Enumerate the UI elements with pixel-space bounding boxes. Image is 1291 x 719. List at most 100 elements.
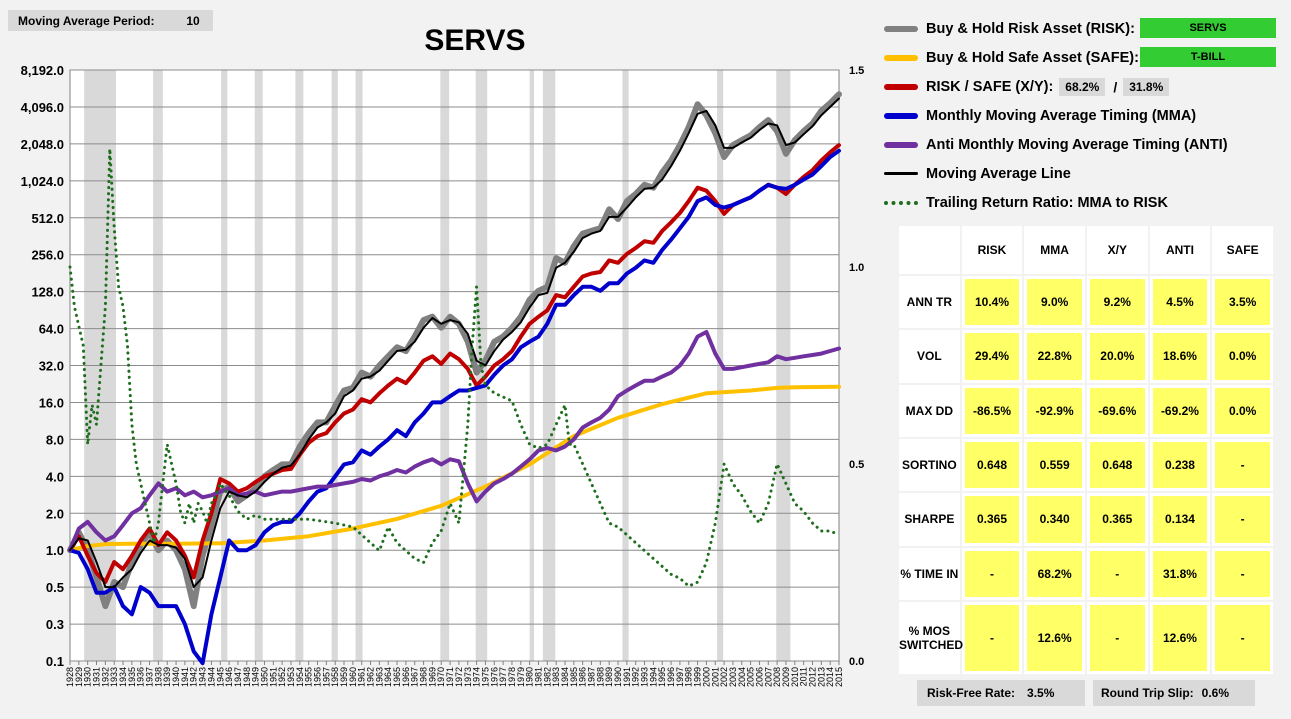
series-line — [68, 330, 841, 553]
slip-value[interactable]: 0.6% — [1201, 686, 1230, 700]
legend-item-mma: Monthly Moving Average Timing (MMA) — [884, 101, 1284, 130]
y-tick-label: 4.0 — [46, 469, 64, 484]
period-value[interactable]: 10 — [186, 13, 200, 28]
x-tick-label: 2013 — [816, 667, 826, 687]
legend-mma-label: Monthly Moving Average Timing (MMA) — [926, 107, 1197, 124]
y-tick-label: 256.0 — [31, 248, 64, 263]
y-tick-label: 32.0 — [39, 359, 64, 374]
y-tick-label: 1,024.0 — [21, 174, 64, 189]
x-tick-label: 2012 — [807, 667, 817, 687]
legend-item-risk: Buy & Hold Risk Asset (RISK): SERVS — [884, 14, 1284, 43]
stats-row: % MOS SWITCHED -12.6% -12.6% - — [897, 599, 1275, 677]
stats-cell-value: - — [1215, 604, 1270, 671]
stats-cell: 22.8% — [1022, 328, 1087, 385]
stats-cell-value: 0.0% — [1215, 387, 1270, 434]
stats-cell: - — [1210, 491, 1275, 548]
y2-tick-label: 0.0 — [849, 656, 864, 668]
x-tick-label: 2003 — [728, 667, 738, 687]
risk-asset-box[interactable]: SERVS — [1140, 18, 1276, 38]
x-tick-label: 1990 — [613, 667, 623, 687]
stats-cell-value: - — [1215, 441, 1270, 489]
x-tick-label: 1944 — [206, 667, 216, 687]
stats-cell: 12.6% — [1147, 599, 1213, 677]
xy-risk-pct[interactable]: 68.2% — [1059, 77, 1106, 96]
stats-cell-value: - — [1089, 550, 1145, 597]
rf-value[interactable]: 3.5% — [1027, 686, 1055, 700]
stats-cell-value: 9.0% — [1027, 279, 1082, 326]
x-tick-label: 1995 — [657, 667, 667, 687]
stats-cell-value: -92.9% — [1027, 387, 1082, 434]
risk-free-rate-box: Risk-Free Rate: 3.5% — [917, 680, 1085, 706]
stats-cell: -92.9% — [1022, 382, 1087, 439]
x-tick-label: 1934 — [118, 667, 128, 687]
stats-row-label: % TIME IN — [897, 545, 962, 602]
series-line — [69, 97, 840, 589]
stats-cell: - — [959, 599, 1025, 677]
x-tick-label: 1948 — [242, 667, 252, 687]
x-tick-label: 1929 — [74, 667, 84, 687]
stats-cell: 31.8% — [1147, 545, 1213, 602]
stats-cell-value: 0.648 — [1089, 441, 1145, 489]
x-tick-label: 1996 — [666, 667, 676, 687]
anti-swatch — [884, 141, 918, 148]
stats-row: SORTINO 0.648 0.559 0.648 0.238- — [897, 436, 1275, 494]
x-tick-label: 1961 — [357, 667, 367, 687]
stats-cell-value: - — [964, 550, 1020, 597]
y2-tick-label: 1.5 — [849, 65, 864, 77]
period-label: Moving Average Period: — [18, 13, 155, 28]
stats-row-label: ANN TR — [897, 273, 962, 331]
y-tick-label: 64.0 — [39, 322, 64, 337]
stats-cell-value: 12.6% — [1027, 604, 1082, 671]
y-tick-label: 8.0 — [46, 432, 64, 447]
stats-cell: 29.4% — [959, 328, 1025, 385]
stats-table-container: RISK MMA X/Y ANTI SAFE ANN TR 10.4% 9.0% 9.… — [897, 224, 1275, 677]
stats-cell: 4.5% — [1147, 273, 1213, 331]
risk-swatch — [884, 25, 918, 32]
stats-cell: 3.5% — [1210, 273, 1275, 331]
stats-cell-value: 0.365 — [964, 496, 1020, 543]
legend-item-safe: Buy & Hold Safe Asset (SAFE): T-BILL — [884, 43, 1284, 72]
stats-cell: 0.648 — [959, 436, 1025, 494]
stats-cell-value: 31.8% — [1152, 550, 1208, 597]
y-tick-label: 2.0 — [46, 506, 64, 521]
stats-cell: 20.0% — [1084, 328, 1150, 385]
x-tick-label: 1979 — [516, 667, 526, 687]
x-tick-label: 1980 — [525, 667, 535, 687]
legend-item-ma: Moving Average Line — [884, 159, 1284, 188]
x-tick-label: 1994 — [648, 667, 658, 687]
x-tick-label: 1969 — [427, 667, 437, 687]
x-tick-label: 1993 — [640, 667, 650, 687]
series-line — [68, 143, 841, 584]
x-tick-label: 1997 — [675, 667, 685, 687]
stats-cell: 0.340 — [1022, 491, 1087, 548]
x-tick-label: 1938 — [153, 667, 163, 687]
stats-cell: - — [959, 545, 1025, 602]
moving-average-period-box[interactable]: Moving Average Period: 10 — [8, 10, 213, 31]
stats-cell: -86.5% — [959, 382, 1025, 439]
x-tick-label: 1984 — [560, 667, 570, 687]
x-tick-label: 1970 — [436, 667, 446, 687]
x-tick-label: 1956 — [312, 667, 322, 687]
x-tick-label: 1972 — [454, 667, 464, 687]
x-tick-label: 1989 — [604, 667, 614, 687]
x-tick-label: 1988 — [595, 667, 605, 687]
mma-swatch — [884, 112, 918, 119]
stats-row-label: MAX DD — [897, 382, 962, 439]
safe-asset-box[interactable]: T-BILL — [1140, 47, 1276, 67]
stats-row: MAX DD -86.5% -92.9% -69.6% -69.2% 0.0% — [897, 382, 1275, 439]
stats-cell: -69.6% — [1084, 382, 1150, 439]
chart-title: SERVS — [424, 24, 525, 57]
legend-item-anti: Anti Monthly Moving Average Timing (ANTI… — [884, 130, 1284, 159]
legend-item-trr: Trailing Return Ratio: MMA to RISK — [884, 188, 1284, 217]
x-tick-label: 1928 — [65, 667, 75, 687]
stats-cell-value: - — [1089, 604, 1145, 671]
stats-cell: 0.559 — [1022, 436, 1087, 494]
xy-slash: / — [1113, 78, 1118, 95]
x-tick-label: 1991 — [622, 667, 632, 687]
xy-swatch — [884, 83, 918, 90]
y-tick-label: 0.5 — [46, 580, 64, 595]
stats-cell-value: 68.2% — [1027, 550, 1082, 597]
x-tick-label: 2001 — [710, 667, 720, 687]
x-tick-label: 1985 — [569, 667, 579, 687]
xy-safe-pct[interactable]: 31.8% — [1123, 77, 1170, 96]
